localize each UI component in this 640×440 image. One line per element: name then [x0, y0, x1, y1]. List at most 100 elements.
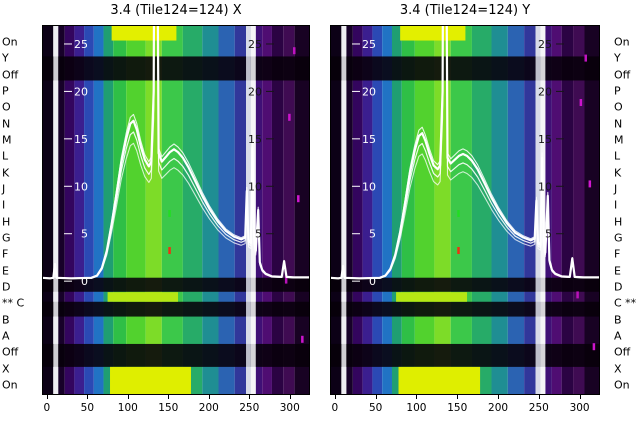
x-tick-mark — [457, 395, 459, 399]
x-tick-label: 0 — [43, 402, 51, 414]
row-label-left: H — [2, 215, 11, 229]
y-tick-label-left: 20 — [74, 85, 88, 98]
row-label-left: Off — [2, 68, 19, 82]
y-tick-label-left: 5 — [369, 228, 376, 241]
row-label-right: E — [614, 264, 621, 278]
y-tick-label-right: 10 — [538, 180, 552, 193]
row-label-left: B — [2, 313, 10, 327]
row-label-left: G — [2, 231, 11, 245]
y-tick-label-right: 20 — [248, 85, 262, 98]
plot-x-title: 3.4 (Tile124=124) X — [110, 3, 242, 18]
x-tick-mark — [375, 395, 377, 399]
x-tick-mark — [46, 395, 48, 399]
x-tick-label: 200 — [488, 402, 509, 414]
x-tick-mark — [87, 395, 89, 399]
y-tick-label-right: 5 — [545, 228, 552, 241]
row-label-left: P — [2, 84, 9, 98]
y-tick-label-right: 15 — [538, 133, 552, 146]
row-label-left: ** C — [2, 296, 25, 310]
plot-y: 25 20 15 10 5 0 25 20 15 10 5 0 50 100 150 200 250 300 — [330, 25, 600, 414]
row-label-left: D — [2, 280, 11, 294]
y-tick-label-left: 25 — [74, 38, 88, 51]
plot-x: 25 20 15 10 5 0 25 20 15 10 5 0 50 100 150 200 250 300 — [42, 25, 310, 414]
tile124-x-heatmap: 25 20 15 10 5 0 25 20 15 10 5 — [42, 25, 310, 395]
x-tick-mark — [498, 395, 500, 399]
row-label-right: B — [614, 313, 622, 327]
y-tick-label-left: 25 — [362, 38, 376, 51]
x-tick-mark — [208, 395, 210, 399]
row-label-right: J — [614, 182, 618, 196]
y-tick-label-right: 10 — [248, 180, 262, 193]
tile124-y-heatmap: 25 20 15 10 5 0 25 20 15 10 5 — [330, 25, 600, 395]
y-tick-label-left: 20 — [362, 85, 376, 98]
row-label-left: On — [2, 378, 18, 392]
x-tick-mark — [334, 395, 336, 399]
plot-y-title: 3.4 (Tile124=124) Y — [399, 3, 531, 18]
row-label-left: F — [2, 247, 9, 261]
y-tick-label-right: 15 — [248, 133, 262, 146]
x-tick-mark — [127, 395, 129, 399]
row-label-right: On — [614, 35, 630, 49]
row-label-left: N — [2, 117, 11, 131]
row-label-left: J — [2, 182, 6, 196]
row-label-left: A — [2, 329, 10, 343]
row-label-left: O — [2, 100, 11, 114]
x-tick-mark — [579, 395, 581, 399]
x-tick-label: 300 — [279, 402, 300, 414]
y-tick-label-right: 5 — [255, 228, 262, 241]
row-label-right: F — [614, 247, 621, 261]
y-tick-label-left: 10 — [362, 180, 376, 193]
x-tick-label: 300 — [569, 402, 590, 414]
y-tick-label-right: 25 — [538, 38, 552, 51]
x-tick-label: 250 — [528, 402, 549, 414]
x-tick-mark — [538, 395, 540, 399]
white-trace-bundle — [42, 25, 310, 280]
row-label-right: Off — [614, 68, 631, 82]
row-label-left: X — [2, 362, 10, 376]
row-label-left: K — [2, 166, 10, 180]
x-tick-mark — [249, 395, 251, 399]
row-label-right: X — [614, 362, 622, 376]
white-trace-bundle — [330, 25, 600, 280]
x-tick-label: 250 — [239, 402, 260, 414]
x-tick-label: 150 — [447, 402, 468, 414]
y-tick-label-left: 15 — [362, 133, 376, 146]
y-tick-label-left: 0 — [81, 275, 88, 288]
row-label-left: L — [2, 149, 9, 163]
row-label-left: E — [2, 264, 9, 278]
row-label-left: M — [2, 133, 12, 147]
row-label-right: P — [614, 84, 621, 98]
row-label-right: A — [614, 329, 622, 343]
x-tick-label: 200 — [198, 402, 219, 414]
y-tick-label-left: 0 — [369, 275, 376, 288]
row-label-right: K — [614, 166, 622, 180]
y-tick-label-left: 15 — [74, 133, 88, 146]
x-tick-label: 50 — [368, 402, 383, 414]
x-tick-label: 100 — [406, 402, 427, 414]
row-label-right: O — [614, 100, 623, 114]
x-tick-mark — [289, 395, 291, 399]
x-tick-label: 0 — [331, 402, 339, 414]
row-label-right: On — [614, 378, 630, 392]
y-tick-label-right: 25 — [248, 38, 262, 51]
row-label-right: D — [614, 280, 623, 294]
x-tick-mark — [168, 395, 170, 399]
row-label-left: Y — [2, 51, 9, 65]
x-tick-label: 150 — [158, 402, 179, 414]
row-label-right: Off — [614, 345, 631, 359]
y-tick-label-left: 10 — [74, 180, 88, 193]
row-label-right: I — [614, 198, 618, 212]
row-label-right: H — [614, 215, 623, 229]
row-label-left: Off — [2, 345, 19, 359]
x-tick-label: 100 — [117, 402, 138, 414]
row-label-right: Y — [614, 51, 621, 65]
row-label-right: C ** — [614, 296, 637, 310]
row-label-right: L — [614, 149, 621, 163]
row-label-right: M — [614, 133, 624, 147]
row-label-right: N — [614, 117, 623, 131]
y-tick-label-right: 20 — [538, 85, 552, 98]
x-tick-mark — [416, 395, 418, 399]
row-label-left: On — [2, 35, 18, 49]
x-tick-label: 50 — [80, 402, 95, 414]
